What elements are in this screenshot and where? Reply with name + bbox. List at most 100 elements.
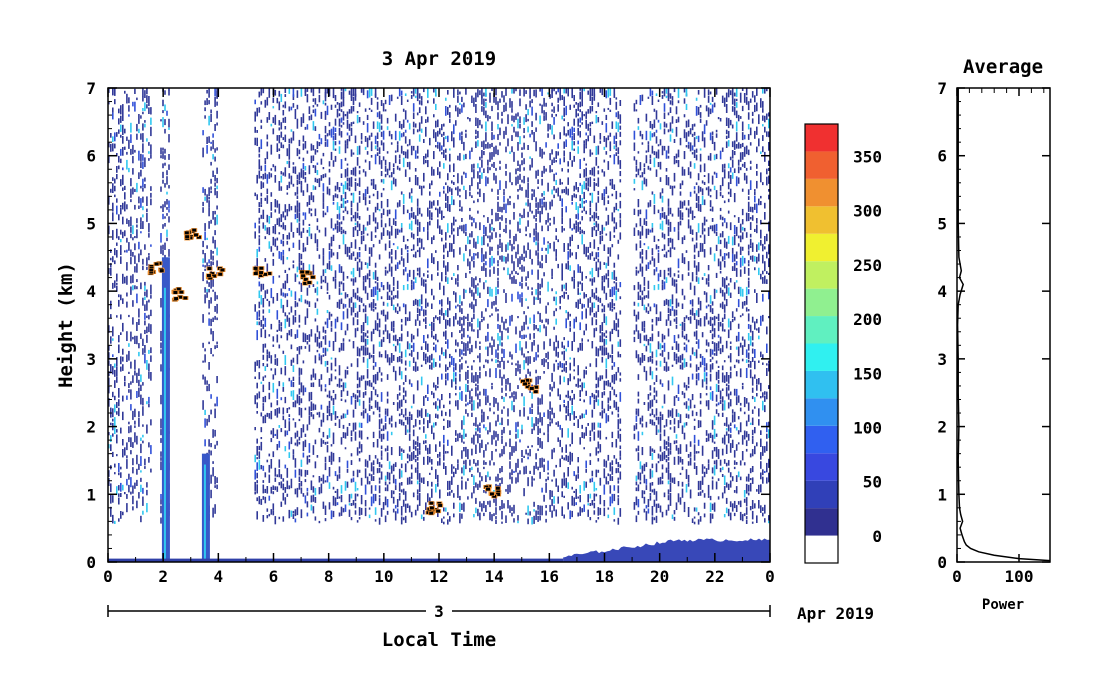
noise-dash (483, 262, 485, 271)
noise-dash (599, 261, 602, 270)
noise-dash (615, 101, 618, 110)
noise-dash (142, 123, 144, 131)
noise-dash (443, 404, 445, 409)
noise-dash (374, 281, 377, 284)
noise-dash (360, 444, 363, 453)
noise-dash (605, 330, 608, 334)
noise-dash (443, 244, 445, 253)
noise-dash (126, 262, 128, 271)
noise-dash (555, 257, 557, 261)
noise-dash (308, 455, 311, 458)
noise-dash (362, 322, 365, 331)
noise-dash (314, 461, 317, 469)
noise-dash (429, 414, 431, 424)
noise-dash (344, 244, 347, 255)
noise-dash (282, 211, 285, 218)
noise-dash (334, 278, 337, 289)
noise-dash (479, 341, 481, 344)
noise-dash (491, 514, 493, 522)
noise-dash (591, 267, 594, 278)
noise-dash (605, 273, 608, 280)
noise-dash (503, 321, 505, 330)
noise-dash (202, 130, 204, 136)
noise-dash (410, 405, 413, 409)
noise-dash (118, 236, 120, 240)
noise-dash (549, 201, 551, 210)
noise-dash (416, 93, 419, 102)
noise-dash (613, 88, 616, 97)
noise-dash (425, 153, 427, 159)
noise-dash (372, 476, 375, 481)
noise-dash (537, 375, 539, 385)
noise-dash (266, 195, 269, 204)
noise-dash (619, 339, 622, 347)
noise-dash (376, 371, 379, 381)
noise-dash (400, 516, 403, 525)
noise-dash (603, 468, 606, 479)
noise-dash (346, 468, 349, 473)
noise-dash (635, 448, 638, 452)
noise-dash (282, 407, 285, 415)
noise-dash (467, 413, 469, 417)
noise-dash (334, 148, 337, 151)
noise-dash (264, 158, 267, 161)
noise-dash (435, 344, 437, 353)
noise-dash (142, 214, 144, 218)
noise-dash (342, 198, 345, 208)
noise-dash (595, 371, 598, 381)
noise-dash (531, 291, 533, 296)
noise-dash (605, 137, 608, 148)
noise-dash (567, 340, 569, 348)
noise-dash (519, 330, 521, 338)
noise-dash (376, 121, 379, 129)
noise-dash (617, 462, 620, 468)
noise-dash (635, 410, 638, 415)
noise-dash (471, 147, 473, 152)
noise-dash (595, 311, 598, 318)
noise-dash (493, 172, 495, 181)
noise-dash (254, 454, 256, 463)
noise-dash (324, 321, 327, 325)
noise-dash (366, 369, 369, 379)
noise-dash (473, 163, 475, 169)
noise-dash (274, 486, 277, 491)
noise-dash (168, 249, 170, 257)
noise-dash (374, 400, 377, 408)
noise-dash (535, 297, 537, 300)
noise-dash (445, 265, 447, 276)
noise-dash (435, 132, 437, 142)
noise-dash (461, 218, 463, 222)
noise-dash (296, 195, 299, 199)
noise-dash (531, 210, 533, 214)
noise-dash (314, 333, 317, 343)
noise-dash (523, 407, 525, 417)
noise-dash (306, 300, 309, 305)
noise-dash (559, 92, 561, 101)
noise-dash (380, 339, 383, 347)
noise-dash (344, 181, 347, 190)
noise-dash (112, 354, 114, 357)
noise-dash (555, 249, 557, 257)
noise-dash (473, 459, 475, 464)
noise-dash (278, 516, 281, 520)
noise-dash (390, 297, 393, 306)
noise-dash (340, 506, 343, 516)
noise-dash (270, 202, 273, 211)
noise-dash (645, 150, 648, 153)
noise-dash (360, 261, 363, 270)
noise-dash (475, 428, 477, 431)
noise-dash (535, 112, 537, 121)
noise-dash (541, 178, 543, 186)
noise-dash (479, 119, 481, 126)
noise-dash (354, 481, 357, 492)
noise-dash (216, 396, 218, 407)
noise-dash (108, 325, 110, 333)
noise-dash (324, 456, 327, 463)
noise-dash (364, 408, 367, 414)
noise-dash (130, 477, 132, 488)
noise-dash (489, 257, 491, 268)
noise-dash (527, 351, 529, 354)
noise-dash (641, 321, 644, 331)
noise-dash (130, 188, 132, 198)
noise-dash (553, 381, 555, 389)
